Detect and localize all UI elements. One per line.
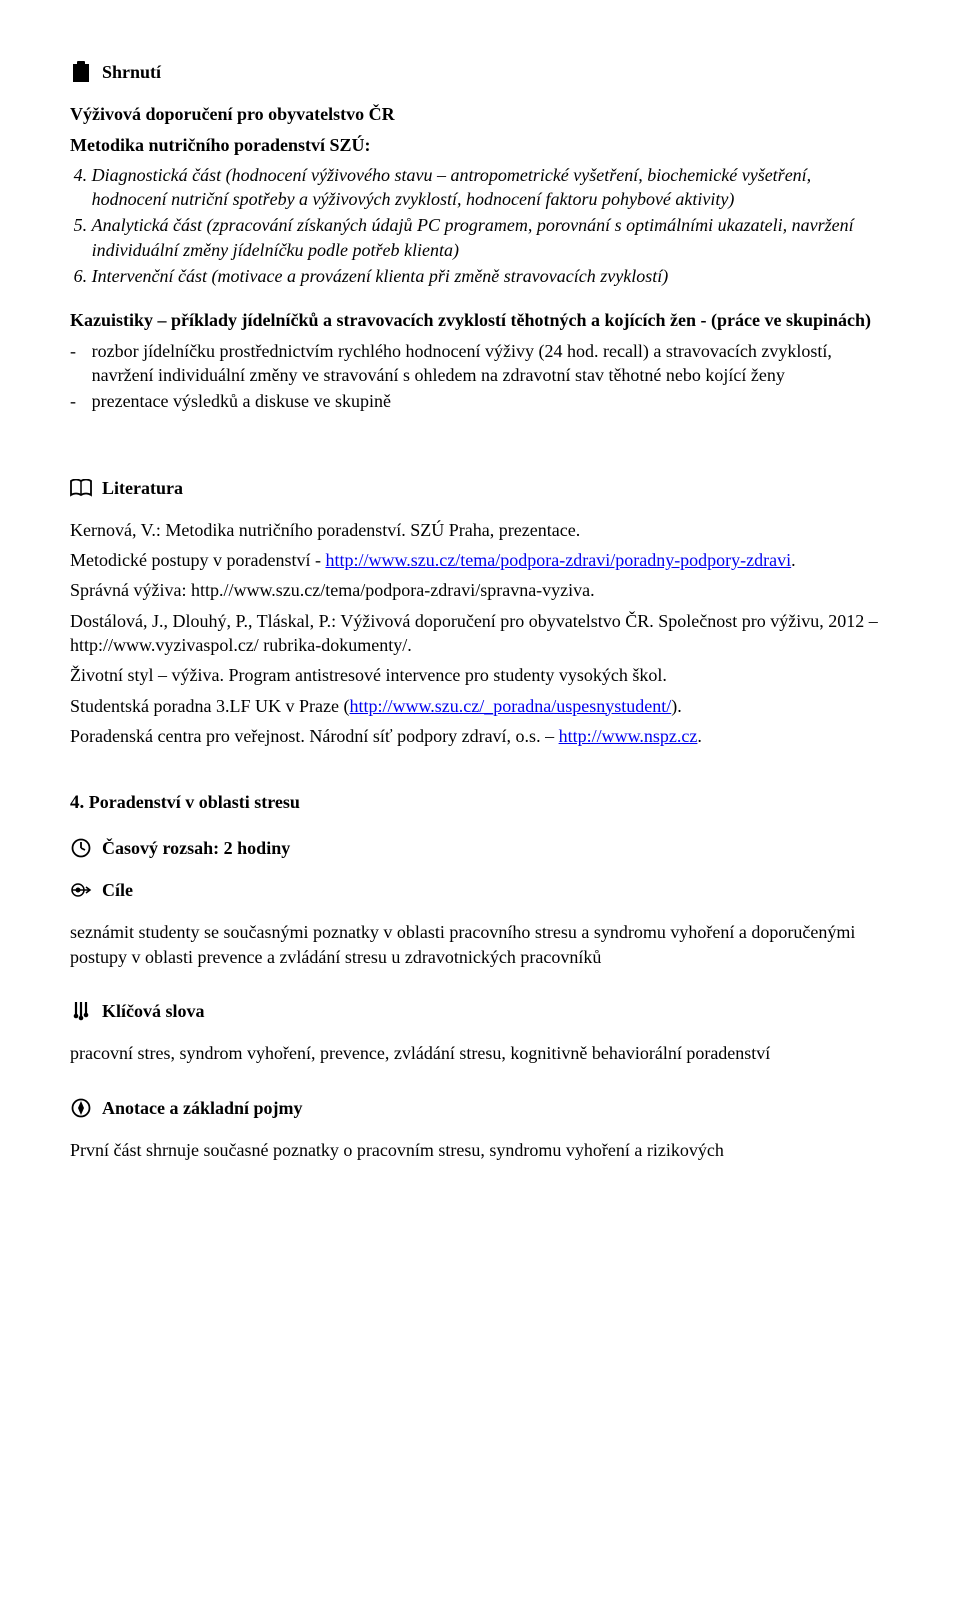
literature-ref: Dostálová, J., Dlouhý, P., Tláskal, P.: … [70, 609, 890, 658]
summary-line-2: Metodika nutričního poradenství SZÚ: [70, 133, 890, 157]
section-number: 4. [70, 792, 84, 813]
case-studies-item: rozbor jídelníčku prostřednictvím rychlé… [92, 339, 890, 388]
keywords-heading: Klíčová slova [70, 999, 890, 1023]
ref-link[interactable]: http://www.nspz.cz [559, 726, 698, 746]
ref-text: Metodické postupy v poradenství - [70, 550, 325, 570]
annotation-heading: Anotace a základní pojmy [70, 1096, 890, 1120]
case-studies-item: prezentace výsledků a diskuse ve skupině [92, 389, 890, 413]
time-heading: Časový rozsah: 2 hodiny [70, 836, 890, 860]
annotation-label: Anotace a základní pojmy [102, 1096, 303, 1120]
literature-ref: Poradenská centra pro veřejnost. Národní… [70, 724, 890, 748]
annotation-text: První část shrnuje současné poznatky o p… [70, 1138, 890, 1162]
literature-ref: Studentská poradna 3.LF UK v Praze (http… [70, 694, 890, 718]
ref-text: Poradenská centra pro veřejnost. Národní… [70, 726, 559, 746]
target-icon [70, 881, 92, 899]
literature-ref: Správná výživa: http.//www.szu.cz/tema/p… [70, 578, 890, 602]
book-icon [70, 479, 92, 497]
goals-text: seznámit studenty se současnými poznatky… [70, 920, 890, 969]
ref-text: ). [671, 696, 682, 716]
literature-heading-text: Literatura [102, 476, 183, 500]
keywords-label: Klíčová slova [102, 999, 205, 1023]
keywords-text: pracovní stres, syndrom vyhoření, preven… [70, 1041, 890, 1065]
summary-heading-text: Shrnutí [102, 60, 161, 84]
case-studies-title: Kazuistiky – příklady jídelníčků a strav… [70, 308, 890, 332]
section-title-text: Poradenství v oblasti stresu [89, 792, 300, 812]
methodology-item: Intervenční část (motivace a provázení k… [92, 264, 890, 288]
ref-text: . [791, 550, 796, 570]
keys-icon [70, 1000, 92, 1022]
compass-icon [70, 1098, 92, 1118]
methodology-item: Diagnostická část (hodnocení výživového … [92, 163, 890, 212]
literature-ref: Kernová, V.: Metodika nutričního poraden… [70, 518, 890, 542]
ref-link[interactable]: http://www.szu.cz/_poradna/uspesnystuden… [349, 696, 671, 716]
time-text: Časový rozsah: 2 hodiny [102, 836, 290, 860]
summary-line-1: Výživová doporučení pro obyvatelstvo ČR [70, 102, 890, 126]
goals-label: Cíle [102, 878, 133, 902]
summary-heading: Shrnutí [70, 60, 890, 84]
ref-text: Studentská poradna 3.LF UK v Praze ( [70, 696, 349, 716]
methodology-item: Analytická část (zpracování získaných úd… [92, 213, 890, 262]
literature-ref: Životní styl – výživa. Program antistres… [70, 663, 890, 687]
section-4-title: 4. Poradenství v oblasti stresu [70, 790, 890, 816]
literature-heading: Literatura [70, 476, 890, 500]
literature-ref: Metodické postupy v poradenství - http:/… [70, 548, 890, 572]
clipboard-icon [70, 61, 92, 83]
clock-icon [70, 838, 92, 858]
case-studies-list: rozbor jídelníčku prostřednictvím rychlé… [70, 339, 890, 414]
methodology-list: Diagnostická část (hodnocení výživového … [70, 163, 890, 288]
ref-link[interactable]: http://www.szu.cz/tema/podpora-zdravi/po… [325, 550, 791, 570]
ref-text: . [697, 726, 702, 746]
goals-heading: Cíle [70, 878, 890, 902]
